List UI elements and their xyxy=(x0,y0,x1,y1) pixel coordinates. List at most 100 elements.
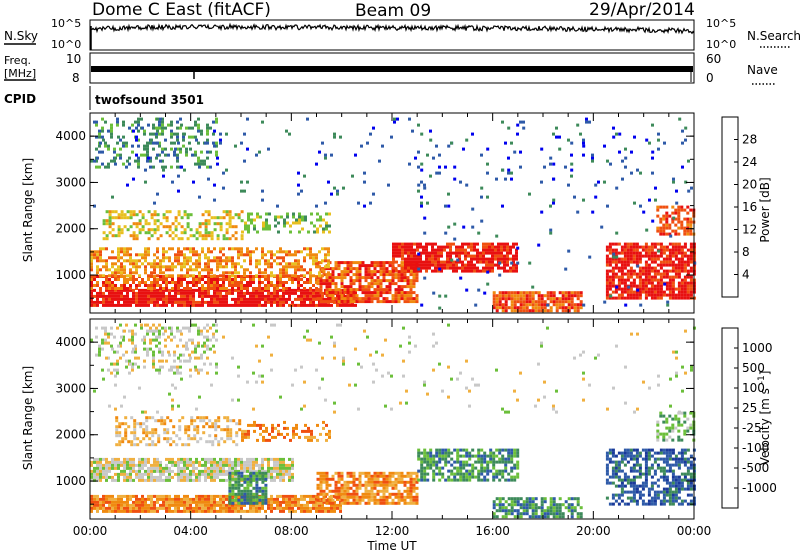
heat-cell xyxy=(573,303,577,307)
heat-cell xyxy=(352,300,356,304)
heat-cell xyxy=(264,474,268,478)
heat-cell xyxy=(635,296,639,300)
heat-cell xyxy=(464,242,467,246)
heat-cell xyxy=(111,287,114,290)
heat-cell xyxy=(90,509,93,513)
heat-cell xyxy=(292,215,295,219)
heat-cell xyxy=(255,294,258,298)
heat-cell xyxy=(234,466,237,470)
heat-cell xyxy=(316,212,319,216)
heat-cell xyxy=(114,500,117,504)
heat-cell xyxy=(473,254,476,258)
heat-cell xyxy=(210,234,214,238)
heat-cell xyxy=(656,293,660,297)
heat-cell xyxy=(651,150,655,154)
heat-cell xyxy=(174,297,177,301)
heat-cell xyxy=(328,495,332,499)
heat-cell xyxy=(629,269,633,273)
heat-cell xyxy=(379,279,383,283)
heat-cell xyxy=(413,260,416,264)
heat-cell xyxy=(297,275,300,278)
heat-cell xyxy=(361,492,365,496)
heat-cell xyxy=(665,260,669,264)
heat-cell xyxy=(303,288,306,292)
heat-cell xyxy=(261,460,264,464)
heat-cell xyxy=(141,278,144,281)
heat-cell xyxy=(656,226,660,230)
heat-cell xyxy=(144,469,147,473)
heat-cell xyxy=(177,247,180,251)
heat-cell xyxy=(207,278,210,281)
heat-cell xyxy=(144,300,147,304)
heat-cell xyxy=(90,259,93,263)
heat-cell xyxy=(641,290,645,294)
heat-cell xyxy=(180,253,183,257)
heat-cell xyxy=(285,466,288,470)
heat-cell xyxy=(432,463,436,467)
heat-cell xyxy=(507,126,511,130)
heat-cell xyxy=(273,297,276,301)
heat-cell xyxy=(504,141,507,145)
heat-cell xyxy=(144,294,147,298)
heat-cell xyxy=(391,279,395,283)
heat-cell xyxy=(447,144,451,148)
heat-cell xyxy=(279,271,282,275)
heat-cell xyxy=(216,156,219,160)
heat-cell xyxy=(116,153,119,157)
heat-cell xyxy=(177,281,180,284)
heat-cell xyxy=(558,135,561,139)
heat-cell xyxy=(406,486,410,490)
heat-cell xyxy=(282,287,285,290)
heat-cell xyxy=(291,466,294,470)
heat-cell xyxy=(219,294,222,298)
heat-cell xyxy=(444,165,447,169)
heat-cell xyxy=(564,267,568,271)
heat-cell xyxy=(159,466,162,470)
heat-cell xyxy=(325,285,329,289)
heat-cell xyxy=(120,231,124,235)
heat-cell xyxy=(403,489,407,493)
heat-cell xyxy=(189,256,192,260)
heat-cell xyxy=(267,274,270,278)
heat-cell xyxy=(373,480,377,484)
heat-cell xyxy=(339,506,342,510)
heat-cell xyxy=(270,457,273,461)
heat-cell xyxy=(416,269,419,273)
heat-cell xyxy=(324,156,327,160)
heat-cell xyxy=(397,501,401,505)
heat-cell xyxy=(256,230,259,234)
heat-cell xyxy=(498,297,502,301)
heat-cell xyxy=(209,165,212,169)
heat-cell xyxy=(237,494,240,498)
heat-cell xyxy=(129,457,132,461)
heat-cell xyxy=(461,251,464,255)
heat-cell xyxy=(328,212,331,216)
heat-cell xyxy=(252,501,256,505)
heat-cell xyxy=(165,265,168,269)
heat-cell xyxy=(177,303,180,307)
heat-cell xyxy=(291,472,294,476)
heat-cell xyxy=(153,463,156,467)
heat-cell xyxy=(677,293,681,297)
heat-cell xyxy=(279,466,282,470)
heat-cell xyxy=(503,257,506,261)
heat-cell xyxy=(322,474,326,478)
heat-cell xyxy=(234,278,237,281)
heat-cell xyxy=(129,262,132,266)
heat-cell xyxy=(668,226,672,230)
heat-cell xyxy=(150,503,153,507)
heat-cell xyxy=(114,497,117,501)
heat-cell xyxy=(231,256,234,260)
heat-cell xyxy=(237,297,240,301)
heat-cell xyxy=(662,290,666,294)
heat-cell xyxy=(322,498,326,502)
heat-cell xyxy=(117,225,121,229)
heat-cell xyxy=(629,284,633,288)
heat-cell xyxy=(201,278,204,281)
heat-cell xyxy=(352,492,356,496)
heat-cell xyxy=(219,288,222,292)
heat-cell xyxy=(240,180,243,184)
heat-cell xyxy=(138,457,141,461)
heat-cell xyxy=(174,460,177,464)
heat-cell xyxy=(204,262,207,266)
